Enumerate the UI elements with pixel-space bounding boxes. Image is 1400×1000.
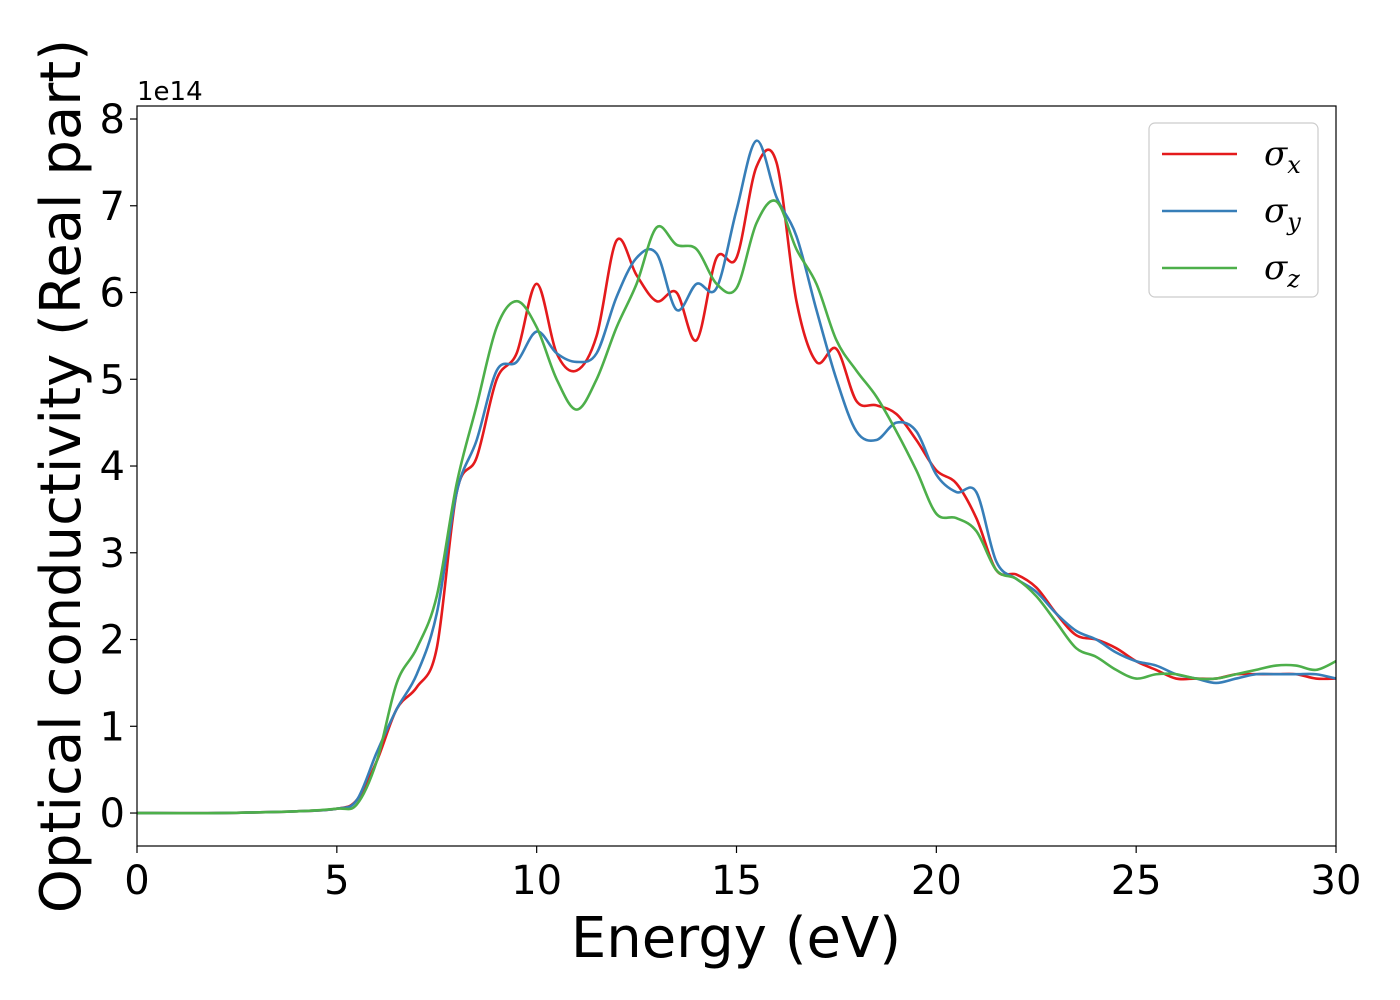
y-offset-text: 1e14 xyxy=(137,77,203,107)
y-tick-label: 1 xyxy=(100,704,125,750)
series-line-y xyxy=(137,139,1336,815)
y-tick-label: 8 xyxy=(100,97,125,143)
y-tick-label: 7 xyxy=(100,184,125,230)
y-tick-label: 3 xyxy=(100,531,125,577)
y-axis-ticks: 0 1 2 3 4 5 6 7 8 xyxy=(100,97,137,837)
x-tick-label: 30 xyxy=(1311,858,1362,904)
x-tick-label: 10 xyxy=(511,858,562,904)
legend-label: σz xyxy=(1264,248,1300,293)
y-tick-label: 5 xyxy=(100,357,125,403)
series-line-z xyxy=(137,199,1336,815)
x-tick-label: 15 xyxy=(711,858,762,904)
x-tick-label: 20 xyxy=(911,858,962,904)
y-tick-label: 4 xyxy=(100,444,125,490)
x-tick-label: 25 xyxy=(1111,858,1162,904)
y-tick-label: 0 xyxy=(100,791,125,837)
plot-area xyxy=(137,106,1336,846)
x-axis-ticks: 0 5 10 15 20 25 30 xyxy=(124,846,1361,904)
x-tick-label: 0 xyxy=(124,858,149,904)
y-tick-label: 2 xyxy=(100,618,125,664)
legend: σx σy σz xyxy=(1148,122,1319,298)
legend-label: σy xyxy=(1264,191,1301,236)
legend-label: σx xyxy=(1264,134,1301,179)
x-axis-label: Energy (eV) xyxy=(571,906,901,971)
x-tick-label: 5 xyxy=(324,858,349,904)
y-tick-label: 6 xyxy=(100,271,125,317)
y-axis-label: Optical conductivity (Real part) xyxy=(29,39,94,913)
series-layer xyxy=(137,139,1336,815)
